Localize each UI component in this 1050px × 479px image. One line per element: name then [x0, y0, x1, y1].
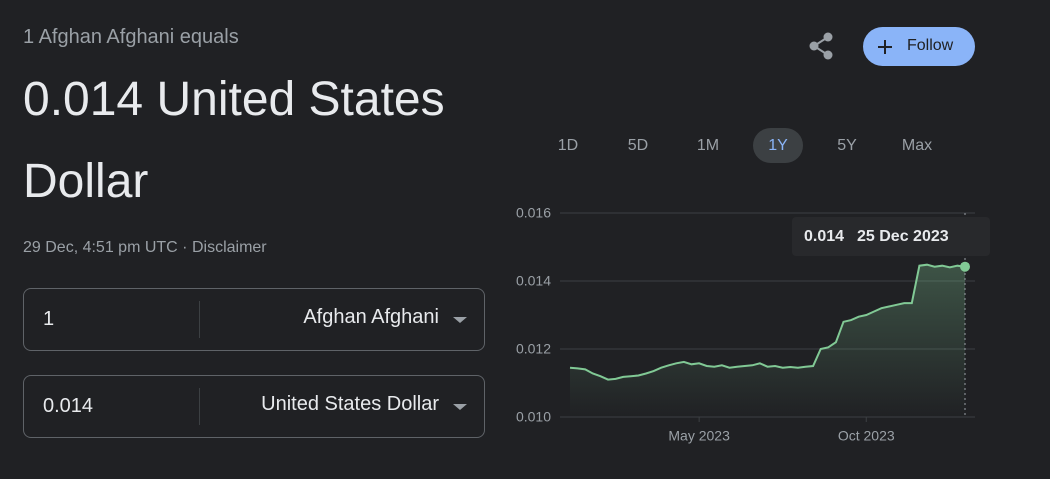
converter-row[interactable]: 1 Afghan Afghani — [23, 288, 485, 351]
range-button[interactable]: Max — [902, 137, 932, 154]
currency[interactable]: United States Dollar — [261, 393, 439, 415]
line — [569, 263, 966, 381]
area-fill — [570, 264, 965, 417]
currency[interactable]: Afghan Afghani — [303, 306, 439, 328]
divider — [199, 388, 200, 425]
y-tick-label: 0.014 — [516, 273, 551, 289]
tooltip-value: 0.014 — [804, 228, 844, 245]
follow-label: Follow — [907, 37, 954, 54]
y-tick-label: 0.010 — [516, 409, 551, 425]
range-button[interactable]: 5Y — [837, 137, 857, 154]
tooltip-date: 25 Dec 2023 — [857, 228, 949, 245]
y-tick-label: 0.016 — [516, 205, 551, 221]
range-button[interactable]: 1M — [697, 137, 719, 154]
share-lines — [812, 36, 829, 56]
x-tick-label: Oct 2023 — [838, 428, 895, 444]
range-selected — [753, 128, 803, 163]
range-button[interactable]: 1Y — [768, 137, 788, 154]
result: 0.014 United States Dollar — [23, 73, 445, 208]
subtitle: 1 Afghan Afghani equals — [23, 26, 239, 48]
amount[interactable]: 1 — [43, 308, 55, 330]
x-tick-label: May 2023 — [668, 428, 730, 444]
y-tick-label: 0.012 — [516, 341, 551, 357]
divider — [199, 301, 200, 338]
share-icon[interactable] — [806, 30, 838, 62]
dropdown-arrow[interactable] — [453, 317, 467, 323]
end-point — [960, 261, 970, 272]
dropdown-arrow[interactable] — [453, 404, 467, 410]
timestamp: 29 Dec, 4:51 pm UTC — [23, 239, 178, 256]
timestamp-line: 29 Dec, 4:51 pm UTC · Disclaimer — [23, 239, 267, 256]
plus-icon — [878, 40, 892, 54]
range-button[interactable]: 1D — [558, 137, 578, 154]
follow-button[interactable]: Follow — [863, 27, 975, 66]
converter-row[interactable]: 0.014 United States Dollar — [23, 375, 485, 438]
amount[interactable]: 0.014 — [43, 395, 94, 417]
range-button[interactable]: 5D — [628, 137, 648, 154]
disclaimer[interactable]: Disclaimer — [191, 239, 267, 256]
tooltip-box — [792, 217, 990, 256]
